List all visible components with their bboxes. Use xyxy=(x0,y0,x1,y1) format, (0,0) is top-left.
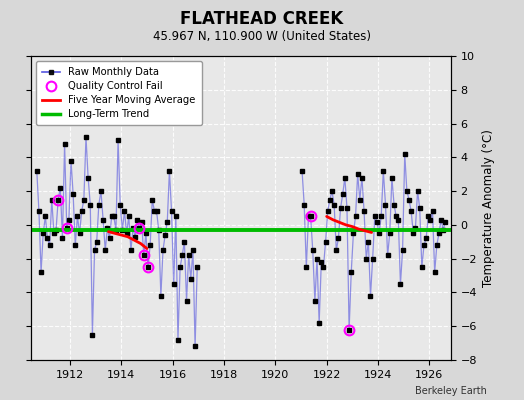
Text: 45.967 N, 110.900 W (United States): 45.967 N, 110.900 W (United States) xyxy=(153,30,371,43)
Legend: Raw Monthly Data, Quality Control Fail, Five Year Moving Average, Long-Term Tren: Raw Monthly Data, Quality Control Fail, … xyxy=(37,61,202,125)
Y-axis label: Temperature Anomaly (°C): Temperature Anomaly (°C) xyxy=(483,129,495,287)
Y-axis label: Temperature Anomaly (°C): Temperature Anomaly (°C) xyxy=(0,129,13,287)
Text: Berkeley Earth: Berkeley Earth xyxy=(416,386,487,396)
Text: FLATHEAD CREEK: FLATHEAD CREEK xyxy=(180,10,344,28)
